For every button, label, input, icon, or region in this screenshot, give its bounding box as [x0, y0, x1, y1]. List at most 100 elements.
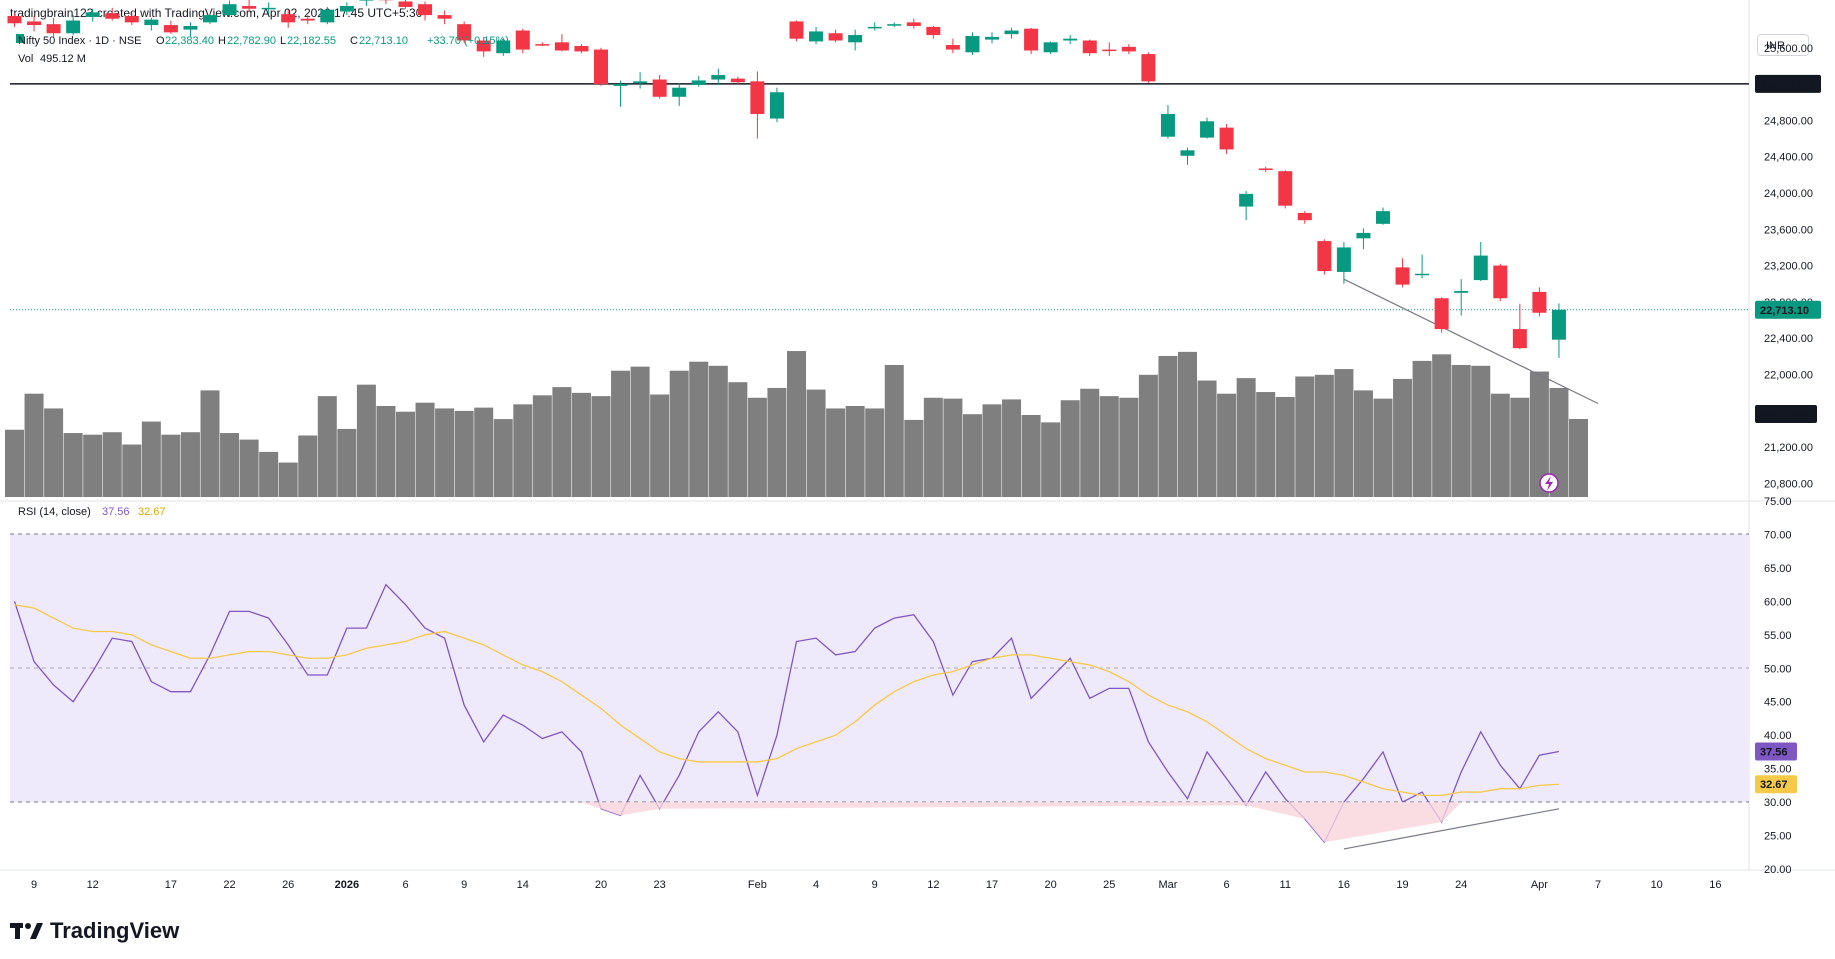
candle	[1004, 27, 1019, 39]
time-tick-label: Apr	[1531, 879, 1548, 891]
volume-bar	[708, 365, 728, 497]
candle	[496, 37, 511, 56]
volume-bar	[337, 428, 357, 497]
price-tick-label: 22,000.00	[1764, 369, 1813, 381]
volume-bar	[1275, 396, 1295, 497]
candle	[1336, 241, 1351, 284]
volume-bar	[1099, 396, 1119, 497]
volume-bar	[611, 370, 631, 497]
volume-bar	[689, 361, 709, 497]
rsi-tick-label: 70.00	[1764, 529, 1792, 541]
time-tick-label: 9	[31, 879, 37, 891]
volume-bar	[259, 451, 279, 497]
candle	[1278, 170, 1293, 209]
volume-bar	[1041, 422, 1061, 497]
rsi-trendline[interactable]	[1343, 808, 1560, 850]
rsi-tick-label: 65.00	[1764, 563, 1792, 575]
volume-bar	[1510, 397, 1530, 497]
candle	[398, 0, 413, 9]
time-axis[interactable]: 9 12 17 22 26 2026 6 9 14 20 23 Feb 4 9 12 17 20 25 Mar 6 11…	[31, 879, 1721, 891]
last-price-label-bg	[1755, 300, 1821, 319]
volume-bar	[1412, 360, 1432, 497]
rsi-ma-legend-value: 32.67	[138, 506, 166, 518]
tradingview-logo-icon	[10, 923, 43, 939]
candle	[750, 71, 765, 139]
rsi-legend-value: 37.56	[102, 506, 130, 518]
tradingview-logo[interactable]: TradingView	[10, 918, 179, 944]
rsi-ma-line	[14, 604, 1559, 797]
volume-bar	[44, 408, 64, 497]
volume-bar	[1393, 378, 1413, 497]
time-tick-label: 7	[1595, 879, 1601, 891]
candle	[848, 29, 863, 51]
volume-bar	[493, 419, 513, 497]
time-tick-label: 25	[1103, 879, 1115, 891]
candle	[1434, 297, 1449, 333]
volume-bar	[943, 398, 963, 497]
candle	[926, 25, 941, 39]
candle	[1200, 117, 1215, 139]
currency-selector[interactable]: INR	[1757, 34, 1809, 56]
time-tick-label: 6	[402, 879, 408, 891]
candlesticks	[7, 0, 1566, 358]
volume-label: Vol	[18, 53, 33, 65]
lightning-icon[interactable]	[1539, 473, 1559, 493]
price-tick-label: 23,600.00	[1764, 224, 1813, 236]
volume-bar	[806, 389, 826, 497]
volume-bar	[278, 462, 298, 497]
volume-bar	[1178, 351, 1197, 497]
rsi-tick-label: 25.00	[1764, 831, 1792, 843]
candle	[46, 17, 61, 37]
candle	[1063, 35, 1078, 45]
volume-bar	[532, 395, 552, 497]
volume-bar	[454, 410, 474, 497]
volume-bar	[1197, 380, 1217, 497]
hline-price-label: 25,202.75	[1760, 79, 1809, 91]
volume-bar	[1569, 419, 1588, 497]
candle	[1376, 207, 1390, 225]
candle	[281, 9, 296, 28]
high-value: 22,782.90	[227, 35, 276, 47]
price-trendline[interactable]	[1343, 278, 1599, 405]
price-tick-label: 22,400.00	[1764, 333, 1813, 345]
rsi-tick-label: 35.00	[1764, 764, 1792, 776]
candle	[535, 42, 550, 46]
volume-bar	[630, 366, 650, 497]
rsi-title[interactable]: RSI (14, close)	[18, 506, 91, 518]
volume-bar	[787, 351, 806, 497]
candle	[1395, 258, 1410, 288]
time-tick-label: 10	[1651, 879, 1663, 891]
time-tick-label: 24	[1455, 879, 1467, 891]
volume-bar	[1138, 374, 1158, 497]
time-tick-label: 19	[1396, 879, 1408, 891]
volume-axis-label-bg	[1755, 405, 1817, 423]
rsi-axis[interactable]: 75.00 70.00 65.00 60.00 55.00 50.00 45.00 40.00…	[1755, 496, 1797, 876]
time-tick-label: 26	[282, 879, 294, 891]
candle	[378, 0, 393, 5]
candle	[906, 18, 921, 29]
time-tick-label: 2026	[335, 879, 359, 891]
volume-bar	[923, 397, 943, 497]
candle	[320, 6, 335, 25]
candle	[476, 36, 491, 57]
last-price-label: 22,713.10	[1760, 305, 1809, 317]
time-tick-label: 11	[1280, 879, 1291, 891]
candle	[711, 68, 726, 85]
volume-bar	[728, 382, 748, 497]
volume-bar	[747, 397, 767, 497]
candle	[828, 29, 843, 43]
candle	[144, 17, 159, 31]
volume-bar	[83, 434, 103, 497]
volume-bar	[1353, 390, 1373, 497]
volume-bar	[865, 408, 885, 497]
time-tick-label: 20	[595, 879, 607, 891]
symbol-title[interactable]: Nifty 50 Index · 1D · NSE	[18, 35, 142, 47]
candle	[1493, 263, 1508, 301]
open-label: O	[156, 35, 165, 47]
price-tick-label: 21,200.00	[1764, 442, 1813, 454]
price-axis[interactable]: 25,600.00 24,800.00 24,400.00 24,000.00 23,6…	[1755, 43, 1821, 491]
volume-bar	[1373, 398, 1393, 497]
candle	[1043, 41, 1058, 55]
candle	[809, 26, 824, 45]
